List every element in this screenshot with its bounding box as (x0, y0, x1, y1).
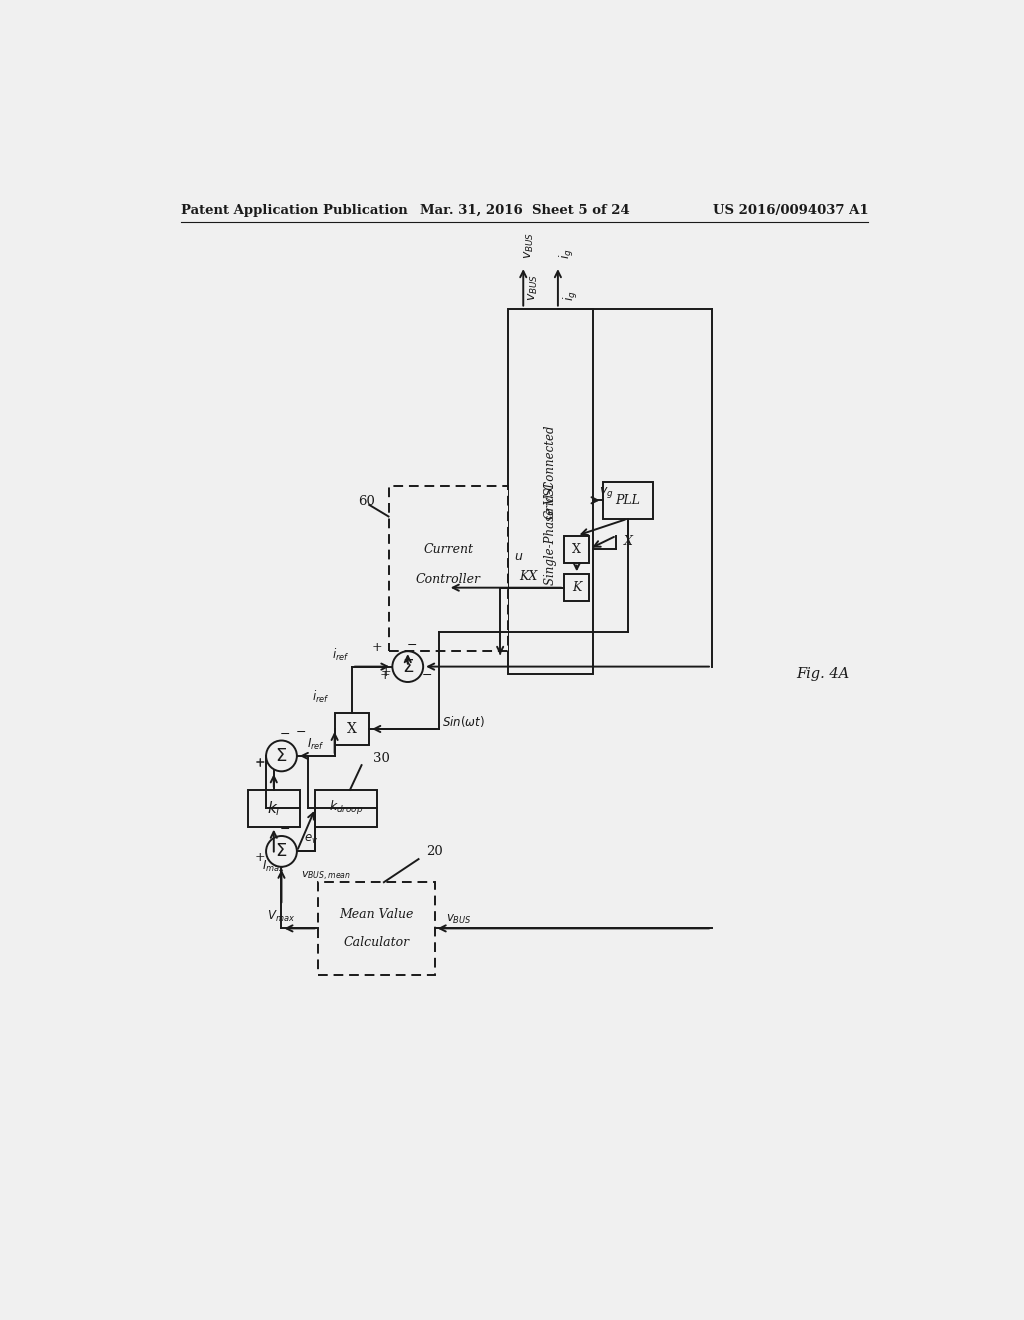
Text: 30: 30 (373, 752, 390, 766)
Text: $v_{BUS}$: $v_{BUS}$ (527, 273, 541, 301)
Text: $i_{ref}$: $i_{ref}$ (312, 689, 330, 705)
Text: $v_{BUS}$: $v_{BUS}$ (446, 912, 472, 925)
Text: +: + (372, 640, 382, 653)
Text: −: − (422, 669, 432, 682)
Text: X: X (625, 535, 633, 548)
Text: $e_v$: $e_v$ (304, 833, 317, 846)
Text: −: − (281, 727, 291, 741)
Text: +: + (381, 667, 391, 680)
Text: $I_{ref}$: $I_{ref}$ (307, 737, 325, 752)
Bar (564, 574, 590, 601)
Text: $v_{BUS,mean}$: $v_{BUS,mean}$ (301, 870, 351, 883)
Text: $Sin(\omega t)$: $Sin(\omega t)$ (442, 714, 485, 729)
Text: $\Sigma$: $\Sigma$ (275, 747, 288, 764)
Text: KX: KX (519, 570, 538, 582)
Text: +: + (255, 758, 265, 770)
Text: Single-Phase VSI: Single-Phase VSI (544, 483, 557, 585)
Bar (335, 713, 370, 744)
Bar (564, 536, 590, 562)
Circle shape (266, 836, 297, 867)
Text: $I_{max}$: $I_{max}$ (262, 858, 286, 874)
Text: 60: 60 (357, 495, 375, 508)
Text: $i_{ref}$: $i_{ref}$ (332, 647, 349, 663)
Text: $i_g$: $i_g$ (562, 290, 580, 301)
Text: $i_g$: $i_g$ (558, 248, 575, 259)
Text: $u$: $u$ (514, 550, 523, 564)
Circle shape (392, 651, 423, 682)
Text: 20: 20 (426, 845, 443, 858)
Text: −: − (281, 824, 291, 837)
Bar (248, 789, 300, 826)
Bar (508, 309, 593, 675)
Bar (388, 486, 508, 651)
Text: +: + (255, 851, 265, 865)
Text: $V_{max}$: $V_{max}$ (267, 909, 296, 924)
Text: Fig. 4A: Fig. 4A (797, 668, 850, 681)
Text: +: + (379, 669, 390, 682)
Text: $k_i$: $k_i$ (267, 799, 281, 817)
Text: PLL: PLL (615, 494, 640, 507)
Text: $\Sigma$: $\Sigma$ (401, 657, 414, 676)
Text: Controller: Controller (416, 573, 480, 586)
Circle shape (266, 741, 297, 771)
Text: $\Sigma$: $\Sigma$ (275, 842, 288, 861)
Text: K: K (572, 581, 582, 594)
Bar (602, 482, 652, 519)
Text: $k_{droop}$: $k_{droop}$ (329, 800, 364, 817)
Text: X: X (347, 722, 357, 737)
Text: Patent Application Publication: Patent Application Publication (180, 205, 408, 218)
Text: $v_{BUS}$: $v_{BUS}$ (523, 231, 537, 259)
Text: −: − (407, 639, 417, 652)
Text: +: + (255, 755, 265, 768)
Text: US 2016/0094037 A1: US 2016/0094037 A1 (713, 205, 868, 218)
Text: Mar. 31, 2016  Sheet 5 of 24: Mar. 31, 2016 Sheet 5 of 24 (420, 205, 630, 218)
Text: Current: Current (423, 543, 473, 556)
Text: −: − (296, 726, 306, 739)
Bar (315, 789, 377, 826)
Text: Mean Value: Mean Value (339, 908, 414, 921)
Text: $v_g$: $v_g$ (599, 484, 613, 500)
Text: Grid-Connected: Grid-Connected (544, 425, 557, 520)
Text: X: X (572, 543, 582, 556)
Bar (317, 882, 435, 974)
Text: Calculator: Calculator (343, 936, 410, 949)
